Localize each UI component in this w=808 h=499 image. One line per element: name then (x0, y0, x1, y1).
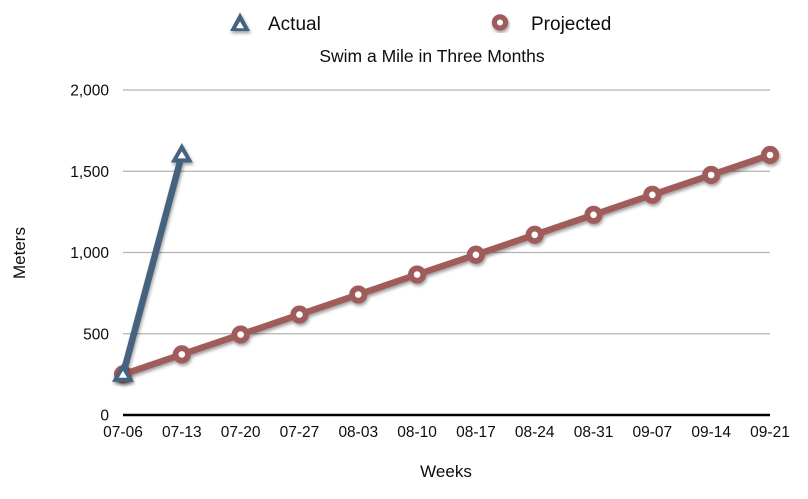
data-point-marker (760, 145, 780, 165)
x-tick-label: 08-03 (338, 424, 378, 441)
legend-label-actual: Actual (268, 14, 321, 35)
series-line (119, 151, 774, 378)
x-tick-label: 07-06 (103, 424, 143, 441)
y-tick-label: 1,000 (70, 245, 109, 262)
data-point-marker (407, 265, 427, 284)
x-tick-label: 09-14 (691, 424, 731, 441)
data-point-marker (643, 185, 662, 204)
data-point-marker-hole (177, 151, 187, 159)
data-point-marker (466, 245, 486, 264)
data-point-marker (349, 285, 368, 304)
circle-marker-icon (491, 14, 509, 31)
data-point-marker (172, 345, 191, 364)
data-point-marker (231, 325, 250, 344)
series-layer (112, 143, 780, 384)
chart-title: Swim a Mile in Three Months (319, 46, 545, 66)
data-point-marker-hole (118, 370, 128, 378)
x-tick-label: 09-21 (750, 424, 790, 441)
x-tick-label: 08-17 (456, 424, 496, 441)
data-point-marker (584, 205, 603, 224)
x-axis-title: Weeks (420, 462, 472, 481)
series-line (119, 151, 186, 378)
legend-item-projected: Projected (491, 14, 611, 35)
y-tick-label: 2,000 (70, 83, 109, 100)
data-point-marker (525, 225, 544, 244)
x-tick-label: 07-13 (162, 424, 202, 441)
data-point-marker (290, 305, 309, 324)
x-tick-label: 08-10 (397, 424, 437, 441)
legend-item-actual: Actual (230, 12, 321, 35)
y-tick-label: 0 (100, 408, 109, 425)
x-tick-label: 07-27 (280, 424, 320, 441)
chart-legend: Actual Projected (230, 12, 611, 35)
x-tick-labels-layer: 07-06 07-13 07-20 07-27 08-03 08-10 08-17 08-24… (103, 424, 790, 441)
y-tick-labels-layer: 0 500 1,000 1,500 2,000 (70, 83, 109, 425)
data-point-marker (702, 165, 721, 185)
y-axis-title: Meters (10, 227, 29, 279)
triangle-marker-icon (230, 12, 250, 31)
x-tick-label: 08-31 (574, 424, 614, 441)
series-actual (112, 143, 193, 382)
x-tick-label: 09-07 (633, 424, 673, 441)
legend-label-projected: Projected (531, 14, 611, 35)
series-projected (113, 145, 780, 384)
gridlines-layer (123, 89, 770, 335)
y-tick-label: 1,500 (70, 164, 109, 181)
y-tick-label: 500 (83, 326, 109, 343)
x-tick-label: 08-24 (515, 424, 555, 441)
x-tick-label: 07-20 (221, 424, 261, 441)
